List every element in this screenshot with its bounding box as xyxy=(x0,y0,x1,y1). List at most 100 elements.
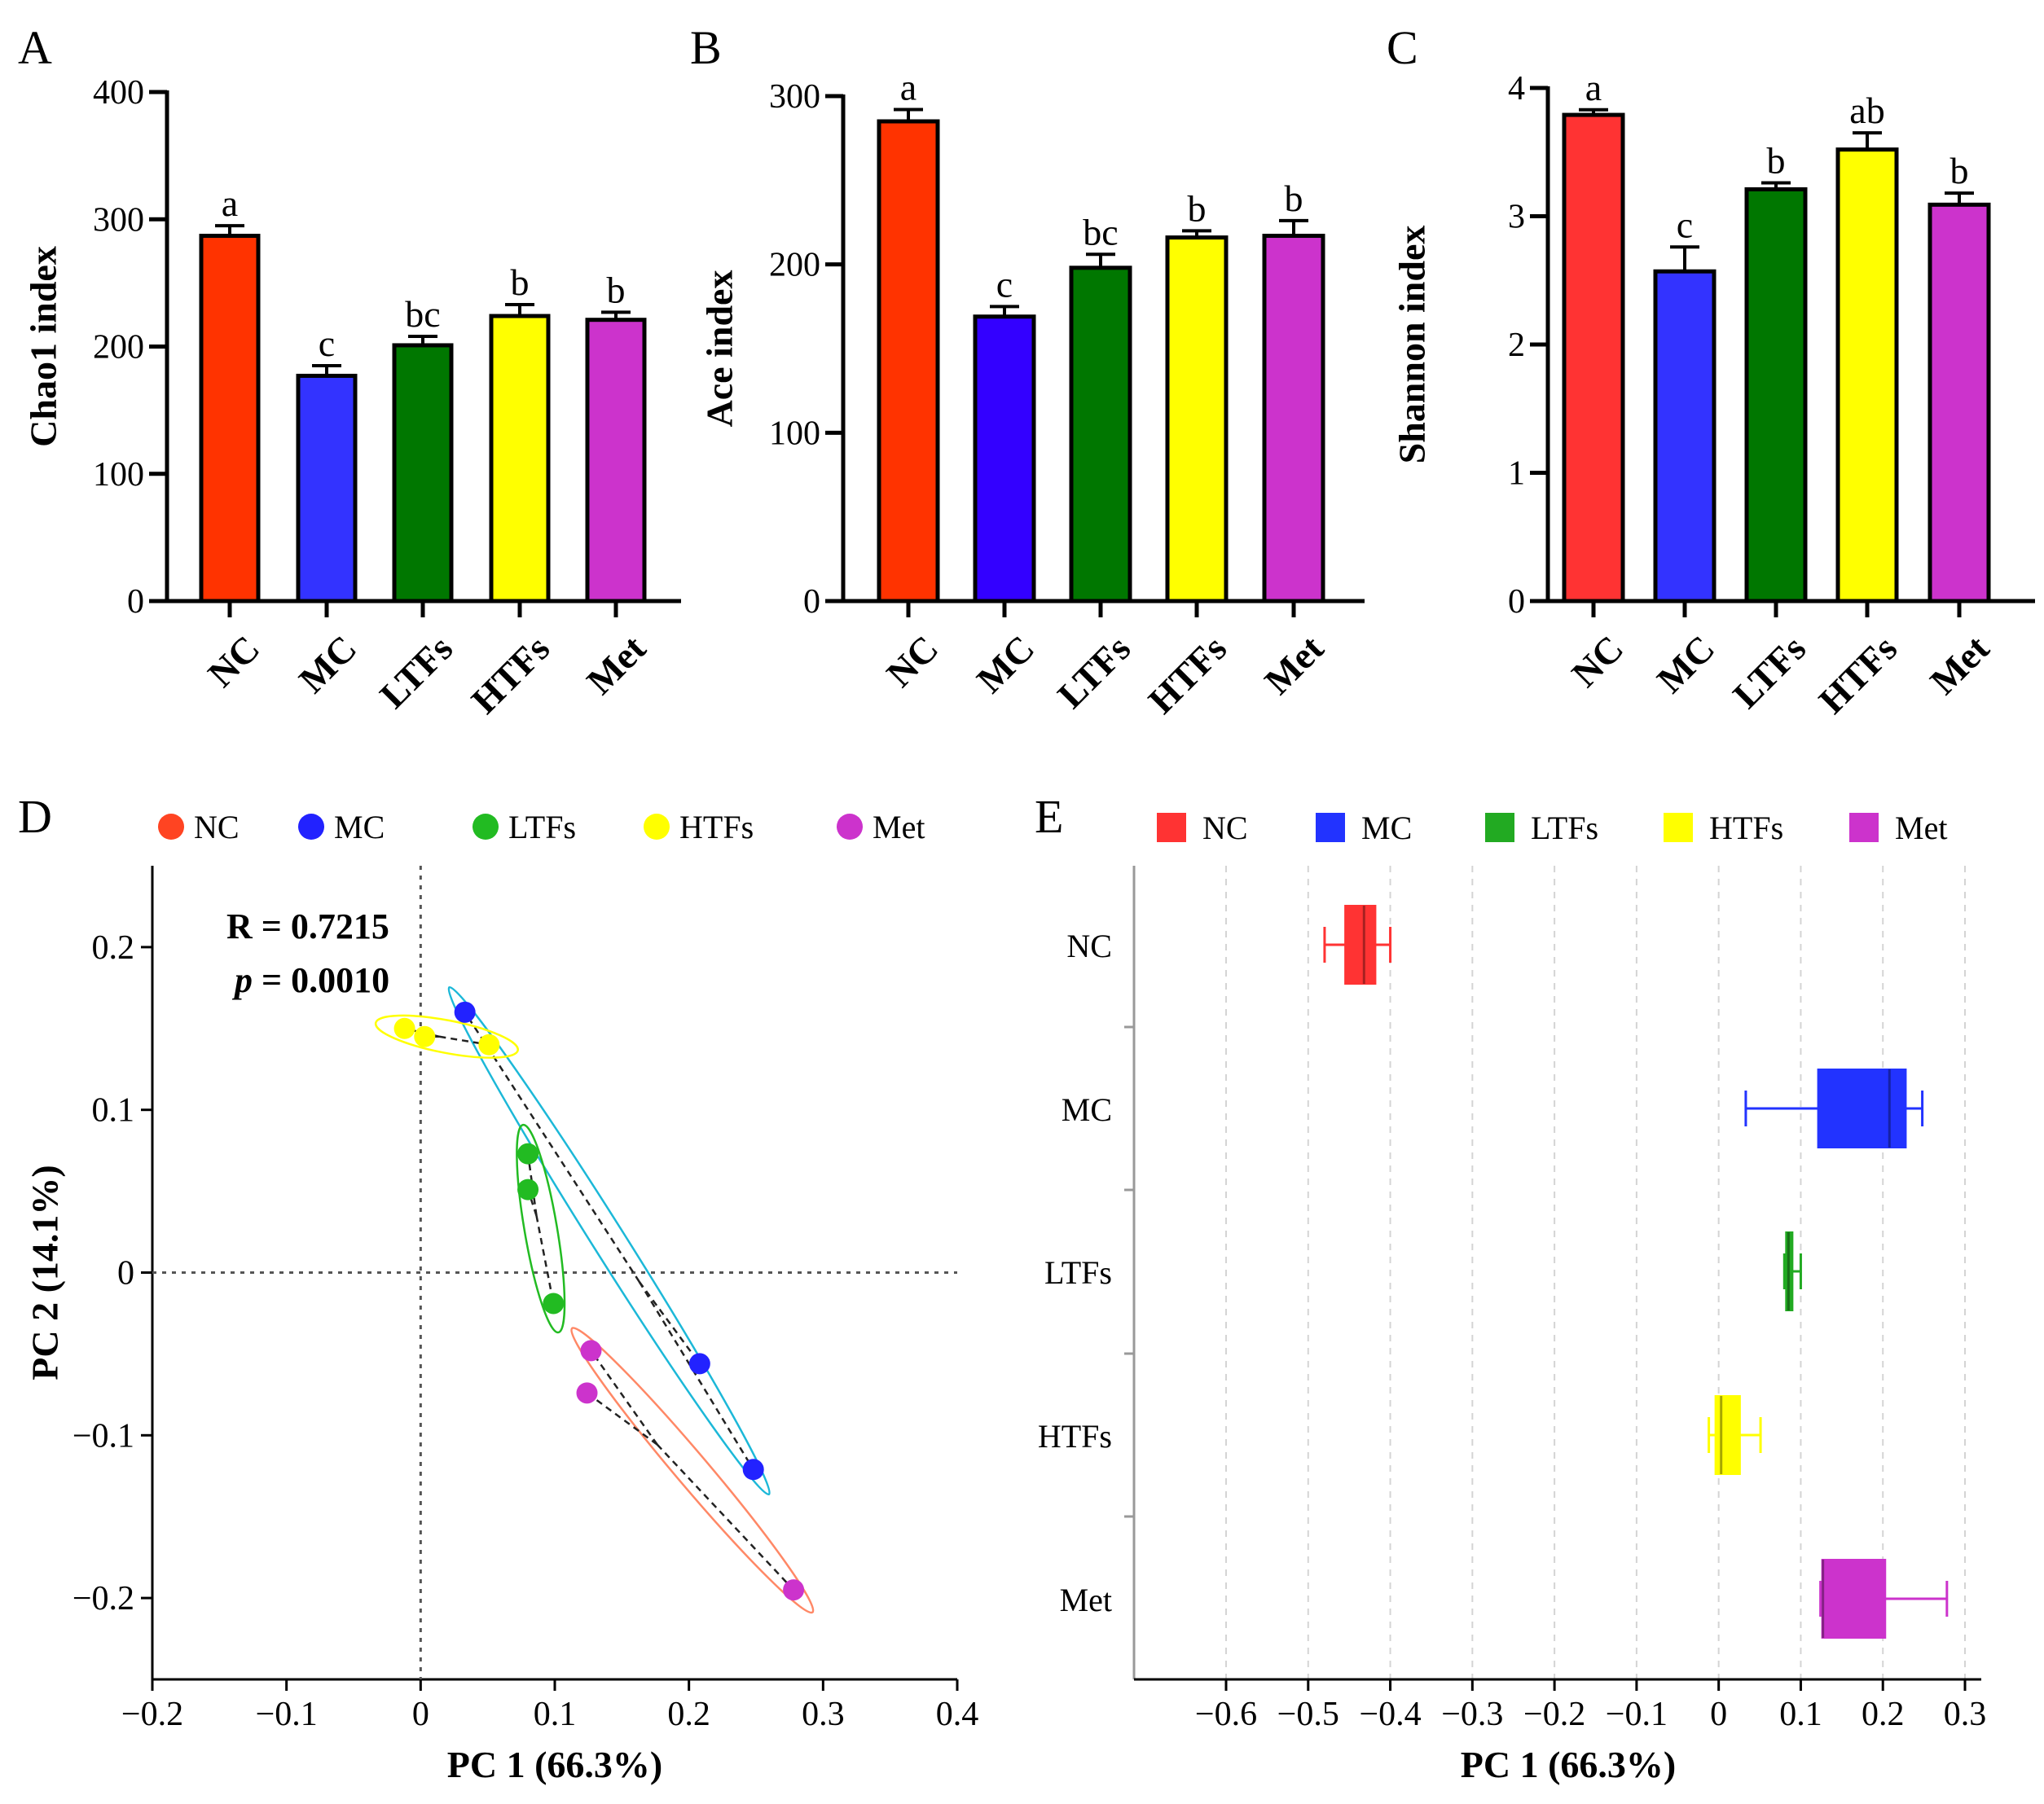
pcoa-scatter-chart: −0.2 −0.1 0 0.1 0.2 0.3 0.4−0.2−0.100.10.2PC 1… xyxy=(24,809,979,1785)
y-tick-label: 0 xyxy=(1508,583,1525,621)
x-tick-label: −0.3 xyxy=(1441,1696,1503,1733)
significance-label: bc xyxy=(405,293,440,335)
y-tick-label: 100 xyxy=(769,415,820,452)
legend-label: LTFs xyxy=(508,809,576,845)
legend-label: NC xyxy=(194,809,240,845)
bar xyxy=(1928,202,1991,604)
x-tick-label: −0.5 xyxy=(1277,1696,1339,1733)
bar xyxy=(296,373,358,604)
x-tick-label: 0.3 xyxy=(1944,1696,1987,1733)
significance-label: bc xyxy=(1083,211,1118,252)
data-point xyxy=(393,1017,415,1039)
bar xyxy=(1653,269,1717,604)
x-tick-label: −0.2 xyxy=(1523,1696,1585,1733)
y-tick-label: 300 xyxy=(93,201,144,239)
group-ellipse xyxy=(516,1123,566,1334)
legend-marker xyxy=(473,814,499,840)
legend-marker xyxy=(298,814,324,840)
significance-label: b xyxy=(1767,140,1786,182)
p-symbol: p xyxy=(231,960,253,1000)
category-label: NC xyxy=(200,627,267,695)
significance-label: a xyxy=(222,182,238,224)
panel-letter-c: C xyxy=(1387,21,1418,74)
significance-label: c xyxy=(1677,204,1693,245)
bar xyxy=(585,318,647,604)
x-tick-label: 0.3 xyxy=(802,1696,845,1733)
y-tick-label: 4 xyxy=(1508,70,1525,108)
data-point xyxy=(517,1143,539,1165)
y-tick-label: 200 xyxy=(93,329,144,367)
category-label: LTFs xyxy=(371,627,460,716)
significance-label: c xyxy=(319,323,335,364)
legend-label: HTFs xyxy=(1709,810,1783,846)
x-tick-label: −0.6 xyxy=(1195,1696,1257,1733)
y-axis-title: Shannon index xyxy=(1391,226,1433,464)
data-point xyxy=(783,1579,805,1601)
legend-label: MC xyxy=(334,809,385,845)
category-label: NC xyxy=(878,627,946,695)
legend-label: NC xyxy=(1202,810,1248,846)
category-label: NC xyxy=(1066,928,1112,964)
y-tick-label: −0.1 xyxy=(73,1417,134,1455)
category-label: LTFs xyxy=(1725,627,1813,716)
data-point xyxy=(543,1293,565,1315)
legend-label: MC xyxy=(1361,810,1412,846)
bar xyxy=(1165,235,1229,604)
box xyxy=(1821,1559,1887,1639)
x-axis-title: PC 1 (66.3%) xyxy=(447,1744,662,1785)
data-point xyxy=(517,1179,539,1200)
stat-p-value: p = 0.0010 xyxy=(231,960,389,1000)
category-label: HTFs xyxy=(1811,627,1906,722)
group-ellipse xyxy=(447,985,771,1496)
x-tick-label: 0.2 xyxy=(667,1696,710,1733)
p-number: = 0.0010 xyxy=(253,960,389,1000)
legend-marker xyxy=(1664,813,1693,842)
centroid-spoke xyxy=(638,1281,754,1470)
bar xyxy=(1069,266,1132,604)
bar xyxy=(1835,147,1899,604)
legend-marker xyxy=(644,814,670,840)
centroid-spoke xyxy=(439,1035,490,1047)
pc1-box-chart: −0.6 −0.5 −0.4 −0.3 −0.2 −0.1 0 0.1 0.2 0.3 PC 1 (… xyxy=(1038,810,1986,1785)
data-point xyxy=(688,1353,710,1375)
category-label: HTFs xyxy=(1141,627,1235,722)
y-tick-label: 2 xyxy=(1508,327,1525,364)
category-label: MC xyxy=(1649,627,1722,700)
category-label: Met xyxy=(1922,627,1998,703)
y-tick-label: 400 xyxy=(93,74,144,112)
significance-label: b xyxy=(511,261,530,303)
significance-label: ab xyxy=(1849,90,1884,131)
significance-label: a xyxy=(1585,67,1602,108)
x-tick-label: 0.4 xyxy=(936,1696,979,1733)
y-tick-label: −0.2 xyxy=(73,1580,134,1617)
legend-label: HTFs xyxy=(679,809,754,845)
y-tick-label: 0.1 xyxy=(92,1092,135,1130)
data-point xyxy=(576,1382,598,1404)
shannon-bar-chart: 0 1 2 3 4 Shannon index a NC c MC b LTFs ab HTFs b Met xyxy=(1391,67,2035,722)
x-tick-label: −0.1 xyxy=(256,1696,318,1733)
legend-label: LTFs xyxy=(1531,810,1598,846)
category-label: MC xyxy=(291,627,364,700)
panel-letter-a: A xyxy=(18,21,52,74)
panel-letter-d: D xyxy=(18,790,52,843)
data-point xyxy=(742,1459,764,1481)
y-tick-label: 0.2 xyxy=(92,929,135,967)
box xyxy=(1817,1069,1907,1148)
legend-label: Met xyxy=(873,809,925,845)
y-tick-label: 100 xyxy=(93,456,144,494)
bar xyxy=(877,119,940,604)
legend-marker xyxy=(1316,813,1345,842)
x-tick-label: 0 xyxy=(1710,1696,1727,1733)
data-point xyxy=(580,1340,602,1362)
centroid-spoke xyxy=(590,1350,658,1446)
y-tick-label: 0 xyxy=(127,583,144,621)
y-tick-label: 1 xyxy=(1508,455,1525,493)
panel-letter-e: E xyxy=(1035,790,1063,843)
category-label: LTFs xyxy=(1049,627,1138,716)
legend-marker xyxy=(837,814,863,840)
legend-marker xyxy=(1157,813,1186,842)
category-label: Met xyxy=(578,627,654,703)
y-tick-label: 0 xyxy=(803,583,820,621)
significance-label: b xyxy=(1285,178,1303,219)
